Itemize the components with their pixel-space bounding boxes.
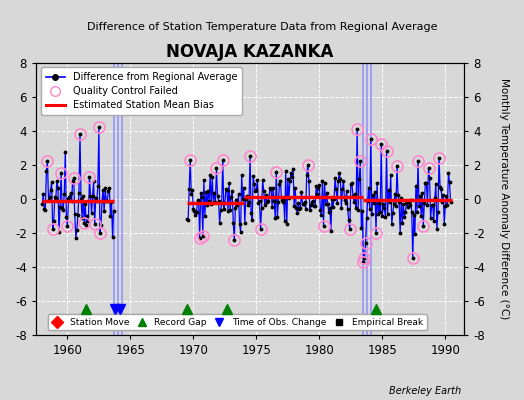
Y-axis label: Monthly Temperature Anomaly Difference (°C): Monthly Temperature Anomaly Difference (… bbox=[499, 78, 509, 319]
Text: Berkeley Earth: Berkeley Earth bbox=[389, 386, 461, 396]
Text: Difference of Station Temperature Data from Regional Average: Difference of Station Temperature Data f… bbox=[87, 22, 437, 32]
Legend: Station Move, Record Gap, Time of Obs. Change, Empirical Break: Station Move, Record Gap, Time of Obs. C… bbox=[48, 314, 427, 330]
Title: NOVAJA KAZANKA: NOVAJA KAZANKA bbox=[166, 43, 334, 61]
